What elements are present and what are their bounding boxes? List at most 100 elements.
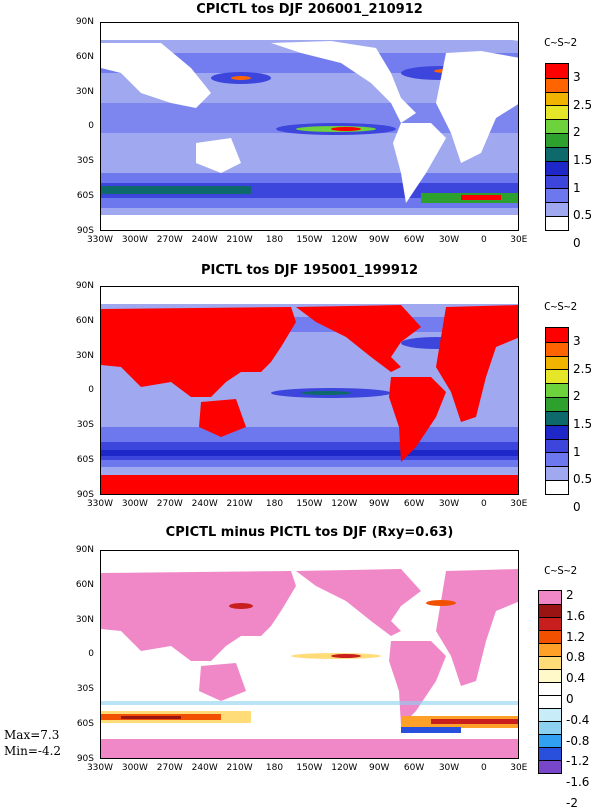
colorbar-label: 3 (573, 333, 581, 348)
x-tick-label: 270W (156, 235, 183, 245)
min-label: Min=-4.2 (4, 744, 62, 758)
colorbar-swatch (539, 695, 561, 708)
colorbar-swatch (546, 174, 568, 189)
y-tick-label: 60S (76, 191, 94, 201)
colorbar-swatch (546, 341, 568, 356)
colorbar-label: 2 (566, 588, 574, 602)
colorbar-label: -1.6 (566, 775, 590, 790)
x-tick-label: 30W (438, 499, 460, 509)
colorbar-swatch (546, 480, 568, 494)
colorbar-swatch (546, 328, 568, 342)
y-tick-label: 60S (76, 455, 94, 465)
colorbar-swatch (539, 721, 561, 734)
x-tick-label: 120W (331, 499, 358, 509)
x-tick-label: 240W (191, 763, 218, 773)
colorbar-label: 0 (566, 692, 574, 706)
colorbar-swatch (546, 202, 568, 217)
x-tick-label: 150W (296, 235, 323, 245)
colorbar-swatch (539, 591, 561, 604)
x-tick-label: 60W (403, 235, 425, 245)
panel-3-map-svg (101, 551, 518, 758)
x-tick-label: 180 (265, 499, 284, 509)
y-tick-label: 30S (76, 156, 94, 167)
colorbar-label: -2 (566, 796, 578, 810)
colorbar-swatch (539, 747, 561, 760)
x-tick-label: 300W (121, 235, 148, 245)
x-tick-label: 150W (296, 763, 323, 773)
colorbar-swatch (546, 188, 568, 203)
panel-3-colorbar (538, 590, 562, 774)
x-tick-label: 30E (510, 235, 528, 245)
x-tick-label: 210W (226, 499, 253, 509)
x-tick-label: 0 (481, 499, 487, 509)
colorbar-swatch (546, 424, 568, 439)
y-tick-label: 30N (75, 350, 94, 361)
x-tick-label: 60W (403, 499, 425, 509)
panel-1: CPICTL tos DJF 206001_210912 (0, 0, 603, 260)
panel-1-map (100, 22, 519, 231)
colorbar-label: 1.5 (573, 416, 593, 431)
x-tick-label: 120W (331, 763, 358, 773)
y-tick-label: 60N (75, 315, 94, 326)
panel-3: CPICTL minus PICTL tos DJF (Rxy=0.63) C~… (0, 520, 603, 810)
colorbar-label: 0 (573, 235, 581, 250)
panel-2-title: PICTL tos DJF 195001_199912 (200, 263, 419, 278)
panel-2-units: C~S~2 (544, 300, 578, 313)
colorbar-label: 2.5 (573, 361, 593, 376)
panel-3-units: C~S~2 (544, 564, 578, 577)
colorbar-label: -0.4 (566, 712, 590, 727)
x-tick-label: 330W (86, 235, 114, 245)
x-tick-label: 30E (510, 763, 528, 773)
x-tick-label: 300W (121, 499, 148, 509)
colorbar-label: 1 (573, 444, 581, 459)
x-tick-label: 60W (403, 763, 425, 773)
colorbar-swatch (546, 397, 568, 411)
colorbar-swatch (546, 369, 568, 384)
colorbar-swatch (539, 760, 561, 773)
x-tick-label: 0 (481, 763, 487, 773)
y-tick-label: 60N (75, 579, 94, 590)
panel-3-map (100, 550, 519, 759)
x-tick-label: 210W (226, 763, 253, 773)
colorbar-swatch (539, 682, 561, 695)
colorbar-swatch (546, 438, 568, 453)
x-tick-label: 150W (296, 499, 323, 509)
panel-2-colorbar (545, 327, 569, 495)
colorbar-swatch (539, 734, 561, 747)
x-tick-label: 90W (369, 499, 390, 509)
colorbar-swatch (546, 133, 568, 147)
colorbar-swatch (546, 216, 568, 230)
y-tick-label: 30S (76, 420, 94, 431)
x-tick-label: 330W (86, 763, 114, 773)
y-tick-label: 90S (76, 225, 94, 236)
panel-3-title: CPICTL minus PICTL tos DJF (Rxy=0.63) (165, 525, 454, 540)
x-tick-label: 180 (265, 235, 284, 245)
colorbar-label: 1 (573, 180, 581, 195)
colorbar-swatch (539, 617, 561, 630)
panel-2: PICTL tos DJF 195001_199912 C~S~2 90N 60N… (0, 260, 603, 520)
colorbar-swatch (539, 708, 561, 721)
colorbar-label: 1.6 (566, 608, 586, 623)
max-label: Max=7.3 (4, 728, 60, 742)
y-tick-label: 30N (75, 614, 94, 625)
x-tick-label: 120W (331, 235, 358, 245)
x-tick-label: 30W (438, 235, 460, 245)
x-tick-label: 330W (86, 499, 114, 509)
x-tick-label: 180 (265, 763, 284, 773)
y-tick-label: 0 (88, 649, 94, 660)
colorbar-label: -0.8 (566, 733, 590, 748)
y-tick-label: 60S (76, 719, 94, 729)
colorbar-swatch (546, 146, 568, 161)
colorbar-label: 1.5 (573, 152, 593, 167)
colorbar-swatch (546, 77, 568, 92)
colorbar-swatch (546, 355, 568, 370)
x-tick-label: 240W (191, 235, 218, 245)
colorbar-swatch (546, 105, 568, 120)
y-tick-label: 30N (75, 86, 94, 97)
colorbar-label: 0 (573, 499, 581, 514)
colorbar-swatch (546, 452, 568, 467)
panel-1-title: CPICTL tos DJF 206001_210912 (196, 2, 423, 17)
colorbar-swatch (546, 160, 568, 175)
colorbar-swatch (546, 466, 568, 481)
colorbar-label: 3 (573, 69, 581, 84)
